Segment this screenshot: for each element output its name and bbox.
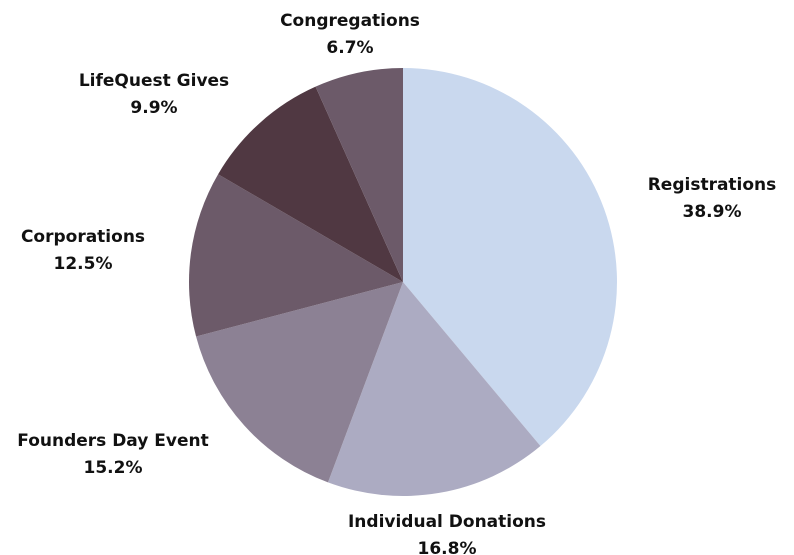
pie-slice-corporations [188, 174, 403, 337]
slice-label-registrations: Registrations 38.9% [648, 175, 777, 222]
slice-name: Founders Day Event [17, 431, 208, 451]
pie-slice-registrations [403, 68, 617, 447]
pie-slice-individual-donations [327, 282, 541, 496]
pie-slice-lifequest-gives [218, 86, 403, 283]
slice-percent: 38.9% [683, 202, 742, 222]
slice-name: Individual Donations [348, 512, 546, 532]
pie-slice-congregations [315, 68, 403, 282]
slice-name: LifeQuest Gives [79, 71, 229, 91]
slice-label-lifequest-gives: LifeQuest Gives 9.9% [79, 71, 229, 118]
slice-name: Registrations [648, 175, 777, 195]
pie-slice-founders-day-event [196, 282, 403, 483]
slice-label-congregations: Congregations 6.7% [280, 11, 420, 58]
slice-percent: 16.8% [418, 539, 477, 555]
slice-label-founders-day-event: Founders Day Event 15.2% [17, 431, 208, 478]
slice-name: Corporations [21, 227, 145, 247]
slice-percent: 12.5% [54, 254, 113, 274]
pie-labels: Registrations 38.9% Individual Donations 16… [17, 11, 776, 555]
pie-slices [188, 68, 617, 496]
slice-percent: 15.2% [84, 458, 143, 478]
slice-label-individual-donations: Individual Donations 16.8% [348, 512, 546, 555]
slice-label-corporations: Corporations 12.5% [21, 227, 145, 274]
slice-percent: 9.9% [130, 98, 177, 118]
slice-percent: 6.7% [326, 38, 373, 58]
slice-name: Congregations [280, 11, 420, 31]
